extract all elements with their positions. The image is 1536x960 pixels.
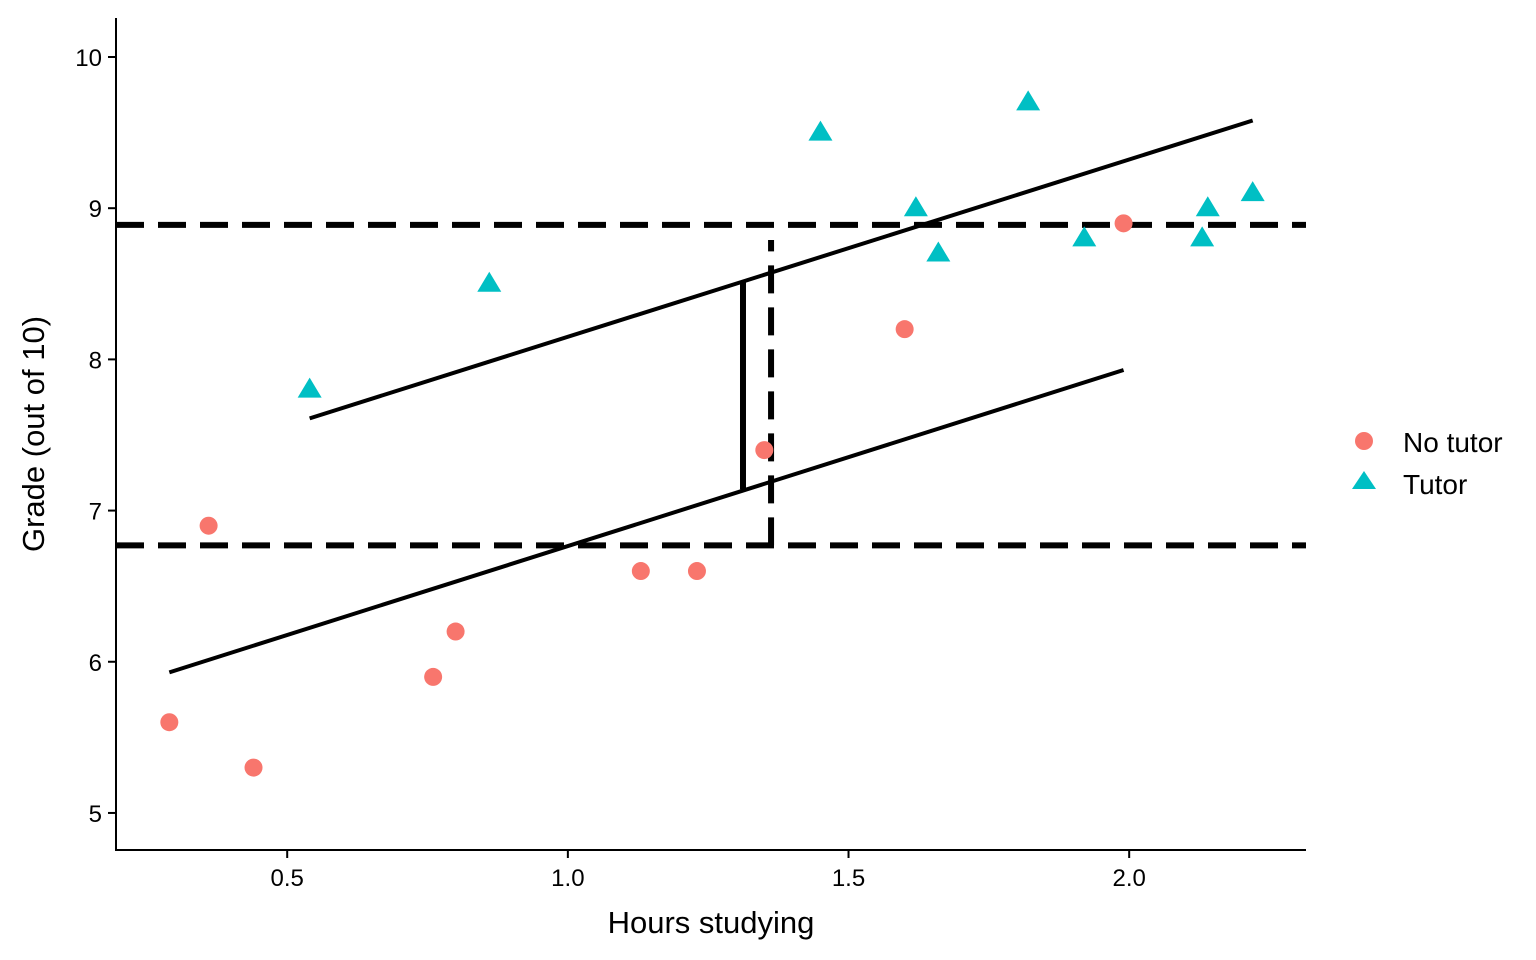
y-tick-label: 9 — [89, 196, 102, 223]
data-point-tutor — [1072, 226, 1097, 247]
data-point-tutor — [1240, 181, 1265, 202]
y-tick-label: 8 — [89, 347, 102, 374]
data-point-no-tutor — [199, 516, 218, 535]
data-point-tutor — [808, 120, 833, 141]
plot-area — [116, 90, 1306, 777]
x-axis-label: Hours studying — [608, 905, 815, 940]
data-point-no-tutor — [631, 562, 650, 581]
data-point-tutor — [1190, 226, 1215, 247]
data-point-no-tutor — [1114, 214, 1133, 233]
y-ticks: 5 6 7 8 9 10 — [75, 45, 116, 828]
data-point-tutor — [477, 271, 502, 292]
data-point-tutor — [903, 196, 928, 217]
data-point-no-tutor — [424, 667, 443, 686]
y-axis-label: Grade (out of 10) — [16, 316, 51, 552]
data-point-no-tutor — [446, 622, 465, 641]
tutor-fit-line — [309, 118, 1254, 421]
x-ticks: 0.5 1.0 1.5 2.0 — [271, 850, 1146, 892]
data-point-no-tutor — [895, 320, 914, 339]
x-tick-label: 1.5 — [832, 865, 865, 892]
x-tick-label: 2.0 — [1112, 865, 1145, 892]
y-tick-label: 6 — [89, 650, 102, 677]
data-point-no-tutor — [160, 713, 179, 732]
legend-marker-tutor — [1352, 471, 1376, 489]
x-tick-label: 0.5 — [271, 865, 304, 892]
no-tutor-fit-line — [168, 368, 1125, 675]
legend-label-no-tutor: No tutor — [1403, 427, 1503, 458]
data-point-no-tutor — [244, 758, 263, 777]
data-point-tutor — [926, 241, 951, 262]
y-tick-label: 10 — [75, 45, 102, 72]
data-point-tutor — [1016, 90, 1041, 111]
y-tick-label: 5 — [89, 801, 102, 828]
data-point-no-tutor — [687, 562, 706, 581]
legend: No tutor Tutor — [1352, 427, 1503, 500]
x-tick-label: 1.0 — [551, 865, 584, 892]
legend-marker-no-tutor — [1355, 432, 1373, 450]
legend-label-tutor: Tutor — [1403, 469, 1467, 500]
data-point-tutor — [1195, 196, 1220, 217]
data-point-tutor — [297, 377, 322, 398]
data-point-no-tutor — [755, 441, 774, 460]
y-tick-label: 7 — [89, 499, 102, 526]
